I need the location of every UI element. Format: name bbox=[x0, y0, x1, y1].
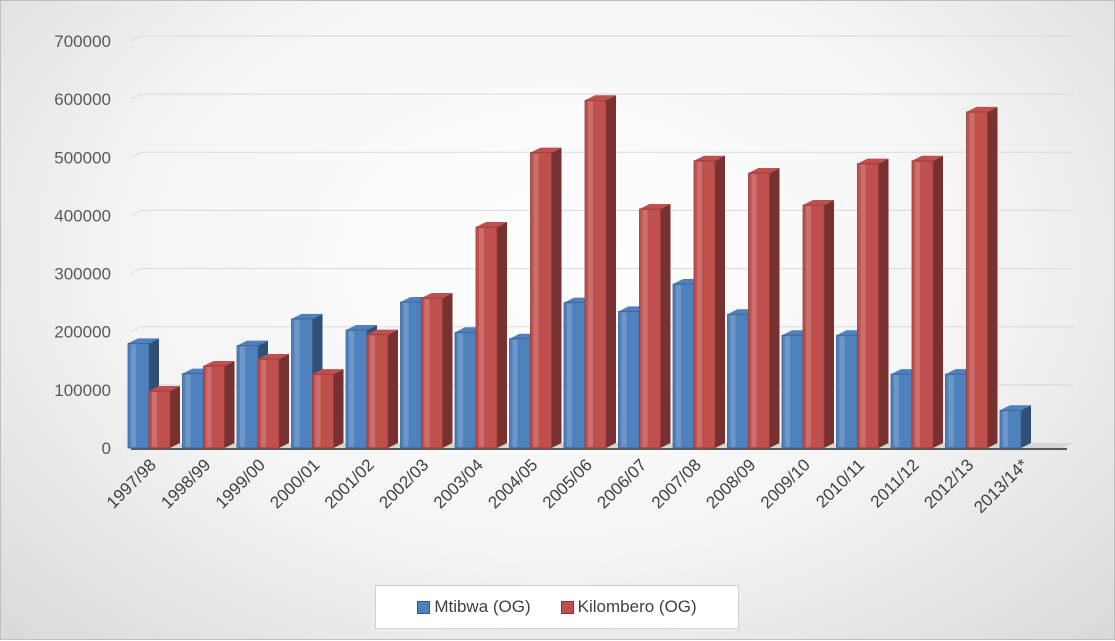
x-tick-label: 2003/04 bbox=[430, 455, 487, 512]
bar-kilombero bbox=[639, 204, 671, 449]
legend-swatch-kilombero bbox=[560, 600, 574, 614]
bar-kilombero bbox=[148, 386, 180, 449]
y-tick-label: 500000 bbox=[54, 148, 111, 167]
x-tick-label: 1998/99 bbox=[157, 455, 214, 512]
legend-label-kilombero: Kilombero (OG) bbox=[577, 597, 697, 616]
x-tick-label: 2010/11 bbox=[812, 455, 868, 511]
x-tick-label: 2005/06 bbox=[539, 455, 596, 512]
x-tick-label: 2001/02 bbox=[321, 455, 378, 512]
legend-swatch-mtibwa bbox=[417, 600, 431, 614]
x-tick-label: 2000/01 bbox=[266, 455, 323, 512]
gridline bbox=[130, 151, 1073, 158]
x-tick-label: 2012/13 bbox=[920, 455, 977, 512]
legend: Mtibwa (OG) Kilombero (OG) bbox=[375, 585, 739, 629]
x-tick-label: 2009/10 bbox=[757, 455, 814, 512]
y-tick-label: 0 bbox=[102, 439, 111, 458]
x-tick-label: 1997/98 bbox=[103, 455, 160, 512]
x-tick-label: 2007/08 bbox=[648, 455, 705, 512]
y-tick-label: 400000 bbox=[54, 206, 111, 225]
x-tick-label: 2006/07 bbox=[593, 455, 650, 512]
bar-kilombero bbox=[257, 354, 289, 449]
x-tick-label: 2002/03 bbox=[375, 455, 432, 512]
bar-mtibwa bbox=[999, 405, 1031, 449]
bar-kilombero bbox=[530, 147, 562, 449]
x-tick-label: 2013/14* bbox=[970, 455, 1032, 517]
gridline bbox=[130, 93, 1073, 100]
bar-kilombero bbox=[802, 199, 834, 449]
x-tick-label: 2008/09 bbox=[702, 455, 759, 512]
bar-kilombero bbox=[911, 155, 943, 449]
y-tick-label: 300000 bbox=[54, 265, 111, 284]
legend-item-kilombero: Kilombero (OG) bbox=[560, 597, 697, 617]
bar-kilombero bbox=[693, 155, 725, 449]
bar-kilombero bbox=[584, 95, 616, 449]
legend-label-mtibwa: Mtibwa (OG) bbox=[434, 597, 531, 616]
bar-kilombero bbox=[312, 369, 344, 449]
y-tick-label: 700000 bbox=[54, 32, 111, 51]
bar-kilombero bbox=[748, 167, 780, 449]
legend-item-mtibwa: Mtibwa (OG) bbox=[417, 597, 531, 617]
x-tick-label: 2004/05 bbox=[484, 455, 541, 512]
bar-kilombero bbox=[203, 361, 235, 449]
bar-kilombero bbox=[475, 222, 507, 449]
y-tick-label: 100000 bbox=[54, 381, 111, 400]
x-tick-label: 1999/00 bbox=[212, 455, 269, 512]
gridline bbox=[130, 35, 1073, 42]
bar-kilombero bbox=[421, 292, 453, 449]
x-tick-label: 2011/12 bbox=[867, 455, 923, 511]
bar-kilombero bbox=[366, 329, 398, 449]
y-tick-label: 600000 bbox=[54, 90, 111, 109]
bar-kilombero bbox=[966, 106, 998, 449]
bar-kilombero bbox=[857, 158, 889, 449]
y-tick-label: 200000 bbox=[54, 323, 111, 342]
